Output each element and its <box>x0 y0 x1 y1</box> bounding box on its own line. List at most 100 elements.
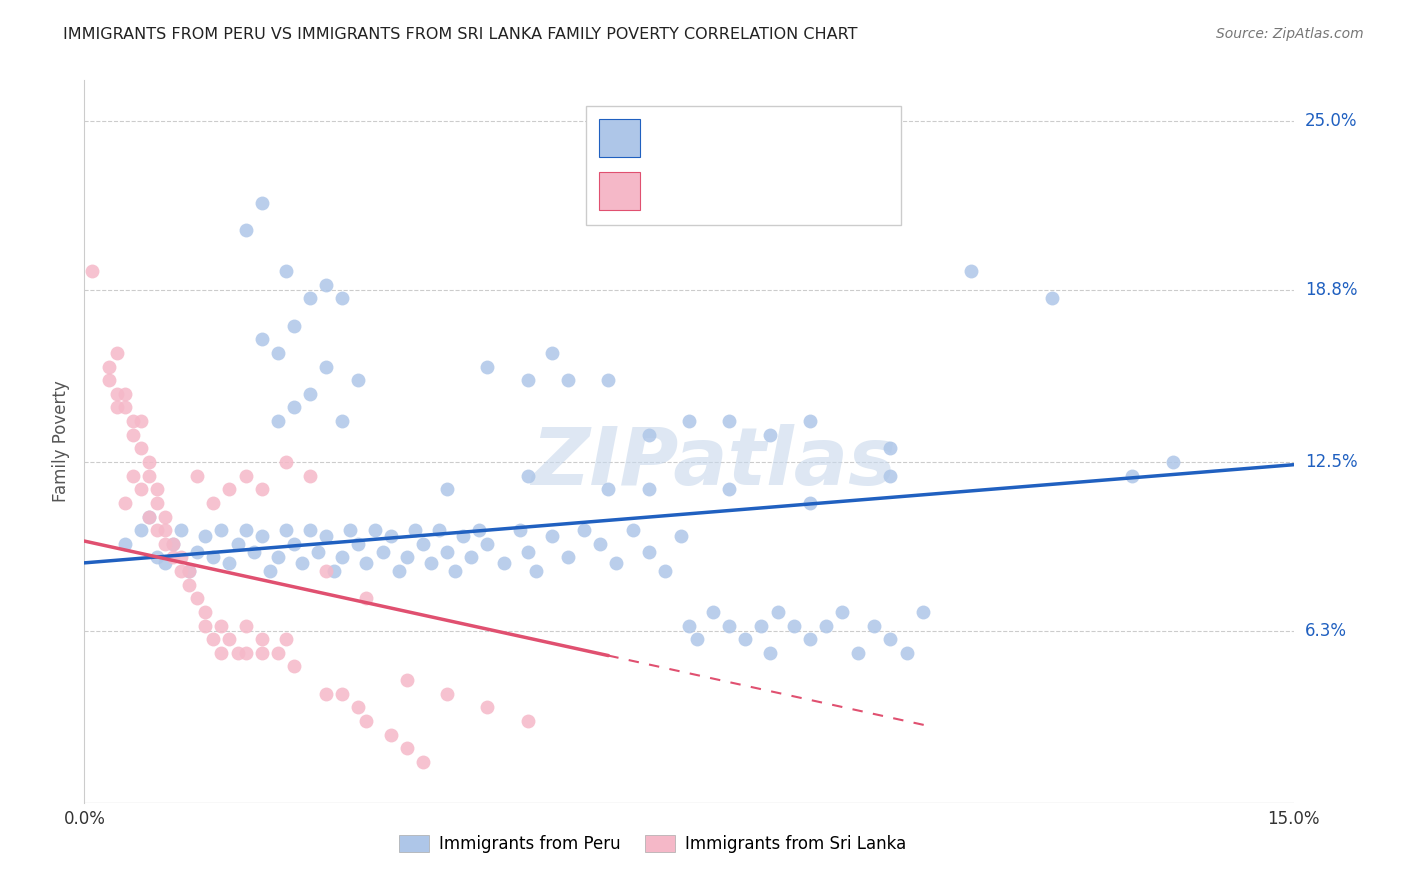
Point <box>960 264 983 278</box>
Point <box>347 700 370 714</box>
Point <box>186 545 208 559</box>
Point <box>678 618 700 632</box>
Point <box>259 564 281 578</box>
Point <box>412 537 434 551</box>
Point <box>235 468 257 483</box>
Text: Source: ZipAtlas.com: Source: ZipAtlas.com <box>1216 27 1364 41</box>
Point <box>299 387 322 401</box>
Point <box>283 537 305 551</box>
Point <box>516 545 538 559</box>
Point <box>274 455 297 469</box>
Point <box>121 427 143 442</box>
Point <box>209 646 232 660</box>
Point <box>637 427 659 442</box>
Point <box>179 577 201 591</box>
Point <box>153 537 176 551</box>
Point <box>194 618 217 632</box>
Text: ZIPatlas: ZIPatlas <box>530 425 896 502</box>
Point <box>557 373 579 387</box>
Point <box>330 292 353 306</box>
Point <box>202 496 225 510</box>
Point <box>250 632 273 647</box>
Point <box>669 528 692 542</box>
Point <box>267 550 290 565</box>
Point <box>170 564 193 578</box>
Point <box>250 646 273 660</box>
Point <box>460 550 482 565</box>
Point <box>468 523 491 537</box>
Point <box>146 496 169 510</box>
Point <box>129 442 152 456</box>
Point <box>202 550 225 565</box>
Point <box>516 373 538 387</box>
Point <box>339 523 361 537</box>
Point <box>879 442 901 456</box>
Point <box>323 564 346 578</box>
Point <box>274 523 297 537</box>
Point <box>218 482 240 496</box>
Point <box>138 468 160 483</box>
Point <box>179 564 201 578</box>
Point <box>436 482 458 496</box>
Point <box>799 496 821 510</box>
Point <box>589 537 612 551</box>
Point <box>330 414 353 428</box>
Point <box>209 618 232 632</box>
Point <box>235 646 257 660</box>
Point <box>82 264 104 278</box>
Point <box>541 528 564 542</box>
Point <box>637 545 659 559</box>
Point <box>734 632 756 647</box>
Point <box>129 414 152 428</box>
Point <box>274 632 297 647</box>
Point <box>831 605 853 619</box>
Point <box>291 556 314 570</box>
Point <box>799 414 821 428</box>
Point <box>380 528 402 542</box>
Point <box>114 387 136 401</box>
Point <box>194 605 217 619</box>
Point <box>138 455 160 469</box>
Point <box>138 509 160 524</box>
Point <box>105 401 128 415</box>
Point <box>250 482 273 496</box>
Point <box>363 523 385 537</box>
Point <box>250 332 273 346</box>
Point <box>436 545 458 559</box>
Point <box>153 509 176 524</box>
Point <box>557 550 579 565</box>
Point <box>235 223 257 237</box>
Point <box>444 564 467 578</box>
Point <box>267 346 290 360</box>
Point <box>598 482 620 496</box>
Point <box>146 550 169 565</box>
Point <box>477 537 499 551</box>
Point <box>420 556 443 570</box>
Point <box>718 618 741 632</box>
Point <box>541 346 564 360</box>
Point <box>436 687 458 701</box>
Point <box>170 550 193 565</box>
Point <box>799 632 821 647</box>
Point <box>879 632 901 647</box>
Point <box>846 646 869 660</box>
Text: 12.5%: 12.5% <box>1305 453 1357 471</box>
Point <box>129 523 152 537</box>
Point <box>492 556 515 570</box>
Point <box>766 605 789 619</box>
Point <box>283 659 305 673</box>
Point <box>202 632 225 647</box>
Point <box>267 646 290 660</box>
Point <box>315 359 337 374</box>
Point <box>477 359 499 374</box>
Point <box>605 556 627 570</box>
Point <box>105 387 128 401</box>
Point <box>330 687 353 701</box>
Point <box>162 550 184 565</box>
Text: 18.8%: 18.8% <box>1305 281 1357 299</box>
Point <box>179 564 201 578</box>
Point <box>226 537 249 551</box>
Point <box>516 714 538 728</box>
Point <box>97 373 120 387</box>
Text: 25.0%: 25.0% <box>1305 112 1357 130</box>
